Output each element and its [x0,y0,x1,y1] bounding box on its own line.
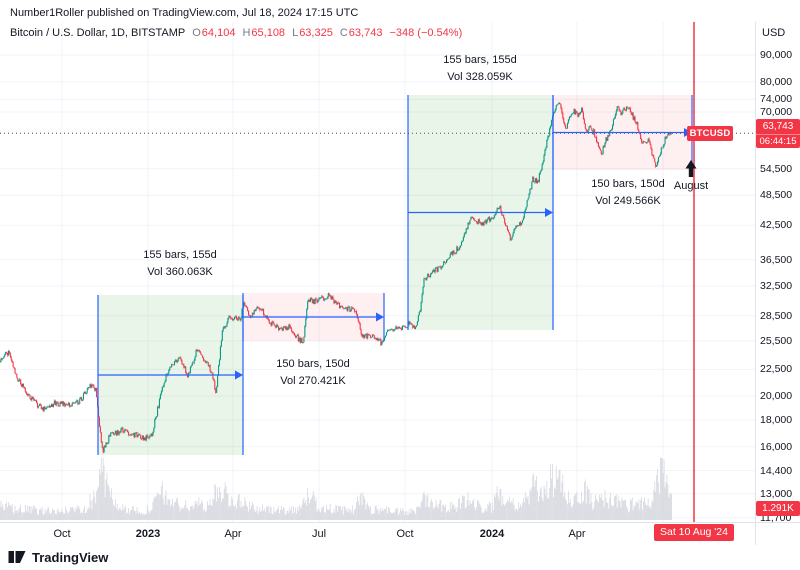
price-axis-label: 42,500 [760,219,793,232]
price-axis-label: 80,000 [760,75,793,88]
august-label[interactable]: August [673,180,709,192]
price-axis-label: 54,500 [760,162,793,175]
price-axis-label: 22,500 [760,363,793,376]
ohlc-low-label: L [292,27,299,39]
brand-name[interactable]: TradingView [32,549,109,565]
ohlc-close-value: 63,743 [348,27,383,39]
range-arrow-head [235,370,243,380]
current-price-badge: 63,743 06:44:15 [756,119,800,148]
bars-count-text: 150 bars, 150d [591,178,665,190]
price-axis-label: 13,000 [760,487,793,500]
ohlc-open-label: O [192,27,201,39]
tradingview-logo-icon[interactable] [8,549,26,565]
volume-bars [0,458,673,520]
price-axis-label: 48,500 [760,189,793,202]
bars-count-text: 155 bars, 155d [143,249,217,261]
volume-badge: 1.291K [756,501,800,516]
time-axis-label: 2023 [135,528,161,540]
ohlc-open-value: 64,104 [201,27,236,39]
ohlc-low-value: 63,325 [299,27,333,39]
bars-count-text: 155 bars, 155d [443,54,517,66]
measurement-label[interactable]: 155 bars, 155d Vol 328.059K [418,52,542,86]
price-axis-label: 14,400 [760,464,793,477]
symbol-title[interactable]: Bitcoin / U.S. Dollar, 1D, BITSTAMP [10,27,186,39]
time-axis-label: Apr [568,528,586,540]
volume-text: Vol 328.059K [447,71,513,83]
measurement-label[interactable]: 150 bars, 150d Vol 270.421K [251,356,375,390]
ohlc-close-label: C [339,27,348,39]
price-axis-label: 74,000 [760,93,793,106]
time-axis-label: Oct [396,528,414,540]
price-axis-label: 70,000 [760,106,793,118]
range-arrow-head [376,312,384,322]
range-arrow-head [545,208,553,217]
time-axis-label: 2024 [479,528,505,540]
footer: TradingView [8,548,108,566]
ohlc-high-value: 65,108 [251,27,286,39]
price-axis-currency[interactable]: USD [762,27,786,39]
volume-text: Vol 360.063K [147,266,213,278]
measurement-label[interactable]: 155 bars, 155d Vol 360.063K [118,247,242,281]
volume-text: Vol 249.566K [595,195,661,207]
current-price-value: 63,743 [762,121,794,132]
price-axis-label: 90,000 [760,49,793,61]
symbol-price-label: BTCUSD [687,126,733,141]
chart-legend: Bitcoin / U.S. Dollar, 1D, BITSTAMP O64,1… [10,27,462,39]
attribution-text: Number1Roller published on TradingView.c… [10,7,359,19]
price-axis-label: 25,500 [760,335,793,347]
price-axis-label: 32,500 [760,280,793,292]
time-axis-label: Oct [53,528,71,540]
price-axis-label: 18,000 [760,414,793,426]
down-candle-bodies [0,103,673,453]
price-axis-label: 36,500 [760,253,793,266]
measurement-label[interactable]: 150 bars, 150d Vol 249.566K [566,176,690,210]
ohlc-high-label: H [242,27,251,39]
arrow-up-icon[interactable] [685,160,697,177]
time-axis-label: Apr [224,528,242,540]
volume-text: Vol 270.421K [280,375,346,387]
price-axis-label: 28,500 [760,309,793,322]
change-value: −348 (−0.54%) [389,27,463,39]
price-axis-label: 16,000 [760,440,793,453]
bars-count-text: 150 bars, 150d [276,358,350,370]
price-axis-label: 20,000 [760,390,793,403]
date-badge: Sat 10 Aug '24 [654,524,734,541]
bar-countdown: 06:44:15 [756,134,800,148]
up-candle-bodies [0,103,672,453]
time-axis-label: Jul [311,528,327,540]
